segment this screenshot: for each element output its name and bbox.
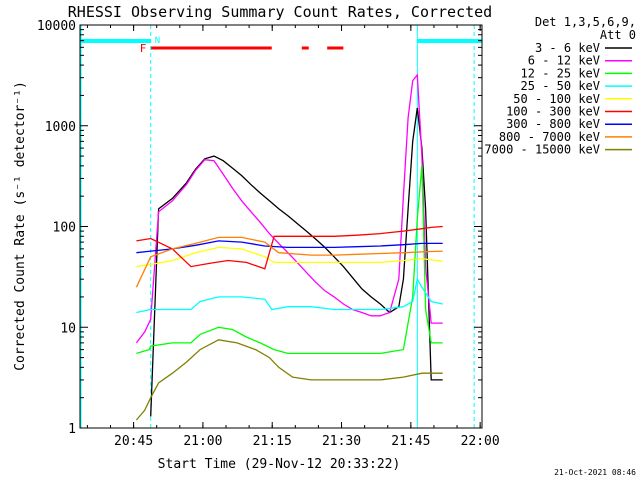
series-line bbox=[136, 246, 443, 268]
series-line bbox=[135, 73, 443, 344]
x-tick-label: 22:00 bbox=[461, 434, 500, 449]
x-tick-label: 21:45 bbox=[391, 434, 430, 449]
x-tick-label: 20:45 bbox=[114, 434, 153, 449]
legend-label: 7000 - 15000 keV bbox=[484, 143, 600, 157]
series-line bbox=[150, 107, 443, 417]
y-axis: 1 10 100 1000 10000 bbox=[37, 19, 482, 437]
series-line bbox=[136, 165, 443, 355]
series-line bbox=[136, 277, 443, 314]
flare-label: F bbox=[140, 42, 147, 55]
series-line bbox=[135, 339, 443, 421]
footer-timestamp: 21-Oct-2021 08:46 bbox=[554, 468, 636, 477]
y-tick-label: 1 bbox=[68, 422, 76, 437]
legend-label: 25 - 50 keV bbox=[521, 79, 600, 93]
y-axis-label: Corrected Count Rate (s⁻¹ detector⁻¹) bbox=[13, 81, 28, 371]
legend-label: 50 - 100 keV bbox=[513, 92, 600, 106]
chart-title: RHESSI Observing Summary Count Rates, Co… bbox=[68, 3, 492, 21]
night-label: N bbox=[155, 36, 160, 46]
legend-label: 6 - 12 keV bbox=[528, 54, 600, 68]
x-tick-label: 21:00 bbox=[183, 434, 222, 449]
x-axis-label: Start Time (29-Nov-12 20:33:22) bbox=[158, 457, 401, 472]
series-layer bbox=[135, 73, 443, 421]
x-tick-label: 21:30 bbox=[322, 434, 361, 449]
x-tick-label: 21:15 bbox=[253, 434, 292, 449]
y-tick-label: 10000 bbox=[37, 19, 76, 34]
legend-label: 12 - 25 keV bbox=[521, 66, 600, 80]
series-line bbox=[135, 236, 443, 288]
series-line bbox=[136, 225, 443, 270]
legend-label: 3 - 6 keV bbox=[535, 41, 600, 55]
x-axis: 20:45 21:00 21:15 21:30 21:45 22:00 bbox=[86, 25, 500, 449]
y-tick-label: 100 bbox=[53, 221, 76, 236]
legend-label: 100 - 300 keV bbox=[506, 105, 600, 119]
y-tick-label: 1000 bbox=[45, 120, 76, 135]
legend-label: 300 - 800 keV bbox=[506, 117, 600, 131]
legend-header-line1: Det 1,3,5,6,9, bbox=[535, 15, 636, 29]
legend-label: 800 - 7000 keV bbox=[499, 130, 600, 144]
legend-header-line2: Att 0 bbox=[600, 28, 636, 42]
y-tick-label: 10 bbox=[60, 321, 76, 336]
